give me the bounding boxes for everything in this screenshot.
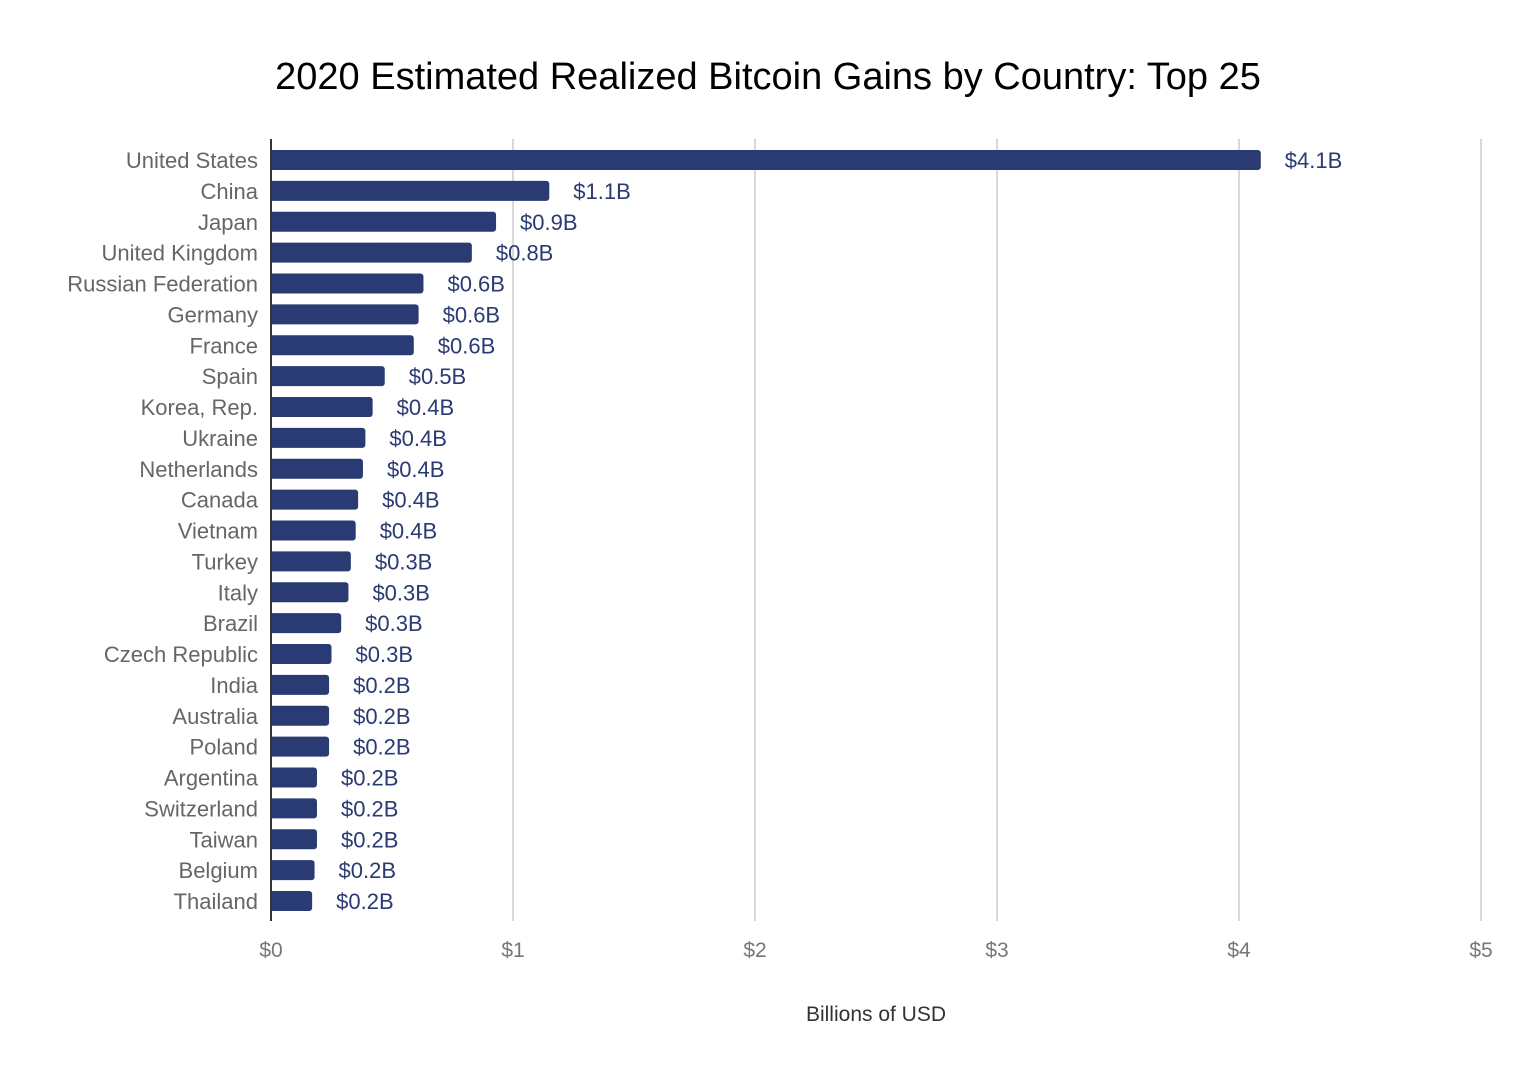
x-axis-title: Billions of USD <box>805 1003 947 1026</box>
x-tick-label: $2 <box>743 939 766 962</box>
category-label: Turkey <box>192 549 258 574</box>
data-label: $4.1B <box>1285 148 1343 173</box>
category-label: Belgium <box>179 858 258 883</box>
x-tick-label: $5 <box>1469 939 1492 962</box>
category-label: Switzerland <box>144 796 258 821</box>
data-label: $0.2B <box>336 889 394 914</box>
data-label: $0.3B <box>372 580 430 605</box>
data-label: $0.2B <box>353 673 411 698</box>
bar <box>271 891 313 911</box>
data-label: $0.4B <box>397 395 455 420</box>
bar <box>271 582 349 603</box>
category-label: United Kingdom <box>101 241 258 266</box>
bar <box>271 304 419 325</box>
data-label: $0.6B <box>438 333 496 358</box>
bar <box>271 211 497 232</box>
category-label: Russian Federation <box>67 272 258 297</box>
bar <box>271 520 356 541</box>
bar <box>271 674 330 695</box>
data-label: $0.5B <box>409 364 467 389</box>
data-label: $0.4B <box>387 457 445 482</box>
data-label: $0.8B <box>496 241 554 266</box>
bar <box>271 551 351 572</box>
data-label: $0.2B <box>339 858 397 883</box>
bar <box>271 242 472 263</box>
data-label: $0.6B <box>443 302 501 327</box>
category-label: United States <box>126 148 258 173</box>
data-label: $0.6B <box>447 272 505 297</box>
data-label: $0.2B <box>353 735 411 760</box>
data-label: $0.4B <box>380 519 438 544</box>
data-label: $0.2B <box>341 796 399 821</box>
category-label: Canada <box>181 488 259 513</box>
category-label: Italy <box>218 580 258 605</box>
data-label: $0.3B <box>356 642 414 667</box>
data-label: $0.2B <box>341 827 399 852</box>
category-label: China <box>201 179 259 204</box>
bar <box>271 644 332 664</box>
bar <box>271 613 342 634</box>
bar <box>271 860 315 881</box>
x-tick-label: $4 <box>1227 939 1251 962</box>
bar <box>271 335 414 356</box>
category-label: Thailand <box>174 889 258 914</box>
x-tick-label: $3 <box>985 939 1008 962</box>
bar <box>271 397 373 417</box>
bar <box>271 458 363 479</box>
bar <box>271 150 1261 170</box>
category-label: Poland <box>189 735 258 760</box>
bar <box>271 736 330 757</box>
bar <box>271 829 317 850</box>
category-label: Netherlands <box>139 457 258 482</box>
data-label: $0.2B <box>353 704 411 729</box>
bar <box>271 798 317 819</box>
category-label: Germany <box>168 302 258 327</box>
category-label: Brazil <box>203 611 258 636</box>
bar <box>271 767 317 788</box>
data-label: $0.2B <box>341 766 399 791</box>
data-label: $0.4B <box>389 426 447 451</box>
category-label: Vietnam <box>178 519 258 544</box>
category-label: Argentina <box>164 766 259 791</box>
data-label: $1.1B <box>573 179 631 204</box>
x-tick-label: $1 <box>501 939 524 962</box>
data-label: $0.3B <box>375 549 433 574</box>
category-label: Ukraine <box>182 426 258 451</box>
category-label: Czech Republic <box>104 642 258 667</box>
category-label: Taiwan <box>190 827 258 852</box>
category-label: India <box>210 673 258 698</box>
data-label: $0.4B <box>382 488 440 513</box>
bar <box>271 489 359 510</box>
bar <box>271 366 385 387</box>
data-label: $0.9B <box>520 210 578 235</box>
bar <box>271 273 424 294</box>
category-label: Korea, Rep. <box>141 395 258 420</box>
category-label: Australia <box>172 704 258 729</box>
category-label: Japan <box>198 210 258 235</box>
bar <box>271 705 330 726</box>
bar <box>271 427 366 448</box>
chart-title: 2020 Estimated Realized Bitcoin Gains by… <box>275 56 1261 98</box>
data-label: $0.3B <box>365 611 423 636</box>
category-label: Spain <box>202 364 258 389</box>
bar <box>271 180 550 201</box>
category-label: France <box>190 333 258 358</box>
x-tick-label: $0 <box>259 939 282 962</box>
